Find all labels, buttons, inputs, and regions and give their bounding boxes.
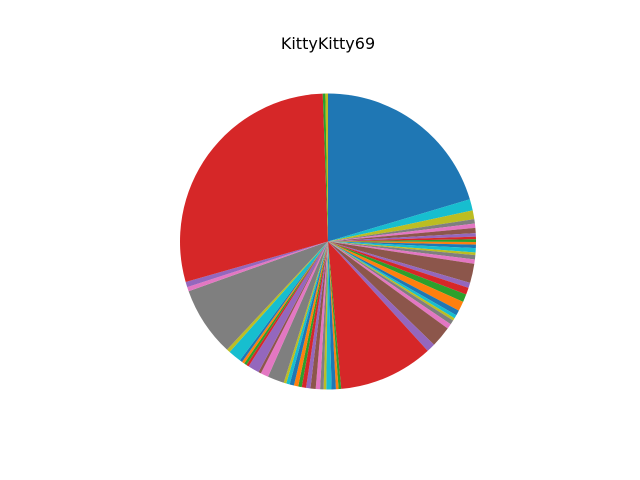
pie-slice-52 <box>227 241 328 353</box>
pie-slice-56 <box>179 93 328 282</box>
pie-slice-17 <box>328 241 469 295</box>
pie-slice-53 <box>188 241 328 350</box>
pie-slice-0 <box>328 93 470 242</box>
pie-slice-14 <box>328 241 475 264</box>
pie-slice-16 <box>328 241 471 288</box>
pie-slice-54 <box>187 241 328 292</box>
pie-slice-5 <box>328 227 476 242</box>
pie-slice-48 <box>244 241 328 365</box>
pie-slice-10 <box>328 241 476 249</box>
pie-slice-41 <box>286 241 328 385</box>
pie-slice-23 <box>328 241 454 325</box>
pie-slice-27 <box>328 241 428 389</box>
pie-slice-44 <box>260 241 328 377</box>
pie-slice-46 <box>248 241 328 373</box>
pie-slice-11 <box>328 241 476 253</box>
pie-slice-38 <box>298 241 328 388</box>
pie-slice-25 <box>328 241 448 345</box>
pie-slice-9 <box>328 241 476 245</box>
pie-slice-57 <box>322 93 328 242</box>
pie-slice-24 <box>328 241 451 329</box>
pie-slice-2 <box>328 210 475 242</box>
pie-slice-42 <box>283 241 328 384</box>
pie-slice-22 <box>328 241 455 321</box>
pie-slice-50 <box>239 241 328 362</box>
pie-slice-7 <box>328 236 476 242</box>
pie-slice-58 <box>325 93 328 242</box>
pie-slice-21 <box>328 241 457 319</box>
pie-slice-35 <box>310 241 328 389</box>
pie-slice-43 <box>268 241 328 383</box>
pie-slice-37 <box>301 241 328 388</box>
pie-slice-13 <box>328 241 476 260</box>
pie-slice-20 <box>328 241 459 316</box>
pie-slice-40 <box>289 241 328 386</box>
pie-slice-18 <box>328 241 467 302</box>
pie-slice-30 <box>328 241 336 390</box>
pie-slice-4 <box>328 223 476 242</box>
pie-slice-15 <box>328 241 475 283</box>
pie-slice-45 <box>258 241 328 374</box>
pie-slice-47 <box>246 241 328 367</box>
pie-slice-3 <box>328 219 475 242</box>
pie-slice-1 <box>328 199 473 242</box>
pie-slice-49 <box>242 241 328 364</box>
pie-slice-19 <box>328 241 464 311</box>
pie-slice-29 <box>328 241 339 390</box>
pie-slice-51 <box>229 241 328 361</box>
chart-title: KittyKitty69 <box>281 34 375 53</box>
pie-slice-32 <box>323 241 328 390</box>
pie-slice-55 <box>185 241 328 288</box>
pie-slices <box>179 93 477 390</box>
pie-slice-28 <box>328 241 342 390</box>
pie-slice-8 <box>328 239 477 242</box>
pie-slice-33 <box>320 241 328 390</box>
pie-slice-12 <box>328 241 476 256</box>
pie-slice-34 <box>315 241 328 390</box>
pie-slice-39 <box>293 241 328 387</box>
pie-slice-36 <box>306 241 328 389</box>
pie-slice-31 <box>326 241 332 390</box>
pie-slice-26 <box>328 241 435 351</box>
pie-slice-6 <box>328 233 476 242</box>
